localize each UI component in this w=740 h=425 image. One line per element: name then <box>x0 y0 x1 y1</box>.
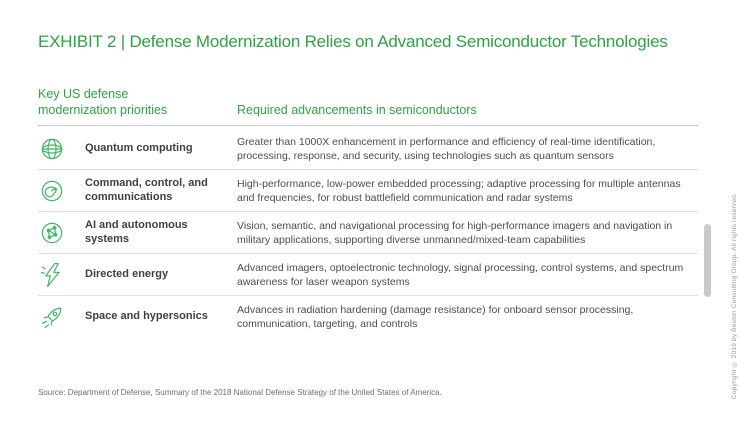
table-row: Quantum computing Greater than 1000X enh… <box>38 128 698 170</box>
quantum-globe-icon <box>38 135 66 163</box>
priority-label: Space and hypersonics <box>85 310 208 323</box>
table-row: Command, control, and communications Hig… <box>38 170 698 212</box>
scrollbar-thumb[interactable] <box>704 224 711 297</box>
table-row: Space and hypersonics Advances in radiat… <box>38 296 698 338</box>
priorities-table: Quantum computing Greater than 1000X enh… <box>38 128 698 338</box>
advancement-description: Greater than 1000X enhancement in perfor… <box>237 135 656 162</box>
priority-label: AI and autonomous systems <box>85 219 188 245</box>
advancement-description: Vision, semantic, and navigational proce… <box>237 219 673 246</box>
exhibit-title: EXHIBIT 2 | Defense Modernization Relies… <box>38 32 668 51</box>
left-column-header: Key US defense modernization priorities <box>38 87 168 117</box>
priority-icon-cell <box>38 219 85 247</box>
advancement-description: Advanced imagers, optoelectronic technol… <box>237 261 684 288</box>
priority-icon-cell <box>38 177 85 205</box>
source-note: Source: Department of Defense, Summary o… <box>38 388 442 397</box>
ai-network-icon <box>38 219 66 247</box>
rocket-icon <box>38 303 66 331</box>
advancement-description: Advances in radiation hardening (damage … <box>237 304 634 330</box>
right-column-header: Required advancements in semiconductors <box>237 103 477 117</box>
advancement-description: High-performance, low-power embedded pro… <box>237 177 681 204</box>
copyright-text: Copyright © 2019 by Boston Consulting Gr… <box>731 192 738 399</box>
priority-label: Directed energy <box>85 267 169 280</box>
table-row: AI and autonomous systems Vision, semant… <box>38 212 698 254</box>
priority-icon-cell <box>38 261 85 289</box>
lightning-bolt-icon <box>38 261 66 289</box>
priority-icon-cell <box>38 303 85 331</box>
table-row: Directed energy Advanced imagers, optoel… <box>38 254 698 296</box>
priority-label: Quantum computing <box>85 141 193 154</box>
priority-label: Command, control, and communications <box>85 177 208 203</box>
column-headers: Key US defense modernization priorities … <box>38 86 698 126</box>
priority-icon-cell <box>38 135 85 163</box>
spiral-communications-icon <box>38 177 66 205</box>
